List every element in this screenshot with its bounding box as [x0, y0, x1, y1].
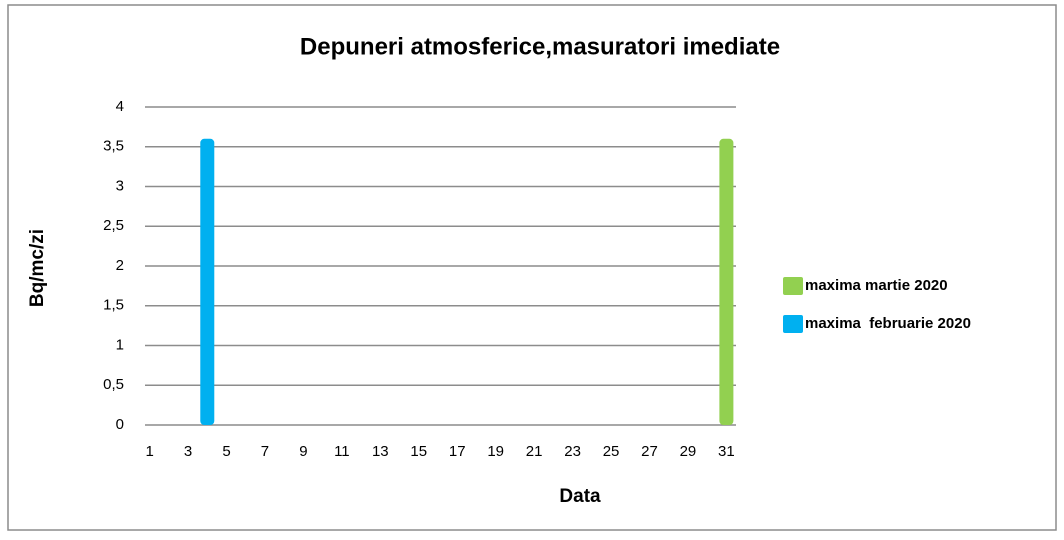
x-tick-label: 21	[526, 443, 543, 460]
x-tick-label: 29	[680, 443, 697, 460]
x-tick-label: 3	[184, 443, 192, 460]
x-tick-label: 15	[410, 443, 427, 460]
y-tick-label: 3	[116, 177, 124, 194]
x-tick-label: 27	[641, 443, 658, 460]
x-tick-label: 13	[372, 443, 389, 460]
y-tick-label: 2	[116, 257, 124, 274]
y-tick-label: 1	[116, 336, 124, 353]
x-tick-label: 9	[299, 443, 307, 460]
x-tick-label: 23	[564, 443, 581, 460]
x-tick-label: 17	[449, 443, 466, 460]
x-tick-label: 25	[603, 443, 620, 460]
x-tick-label: 5	[222, 443, 230, 460]
chart-frame	[7, 4, 1057, 531]
x-tick-label: 31	[718, 443, 735, 460]
bar	[200, 138, 215, 426]
y-tick-label: 2,5	[103, 217, 124, 234]
y-tick-label: 0,5	[103, 376, 124, 393]
y-tick-label: 3,5	[103, 138, 124, 155]
legend-swatch	[783, 315, 803, 333]
x-tick-label: 19	[487, 443, 504, 460]
x-tick-label: 1	[145, 443, 153, 460]
bar	[719, 138, 734, 426]
chart-title: Depuneri atmosferice,masuratori imediate	[300, 33, 780, 60]
legend-label: maxima martie 2020	[805, 277, 948, 294]
y-tick-label: 0	[116, 416, 124, 433]
y-axis-label: Bq/mc/zi	[27, 229, 48, 307]
x-tick-label: 7	[261, 443, 269, 460]
legend-label: maxima februarie 2020	[805, 315, 971, 332]
y-tick-label: 1,5	[103, 297, 124, 314]
y-tick-label: 4	[116, 98, 124, 115]
legend-swatch	[783, 277, 803, 295]
x-tick-label: 11	[334, 443, 350, 460]
x-axis-label: Data	[559, 486, 601, 507]
